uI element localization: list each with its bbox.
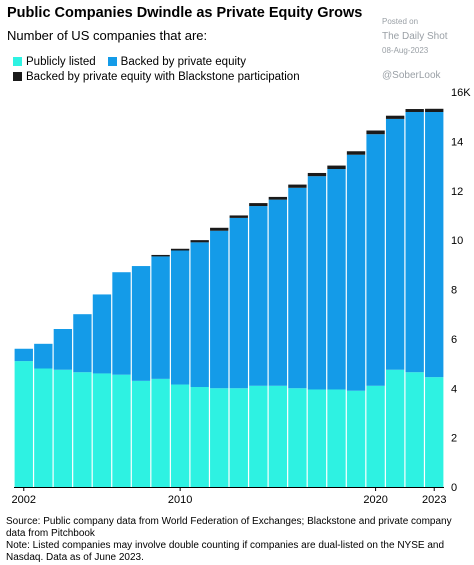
y-tick-label-2: 2 bbox=[451, 433, 457, 445]
bar-2017-series-2 bbox=[307, 172, 327, 177]
x-tick-label-2020: 2020 bbox=[363, 494, 387, 506]
footnote: Source: Public company data from World F… bbox=[6, 516, 468, 564]
bar-2004-series-1 bbox=[53, 329, 73, 370]
bar-2003-series-1 bbox=[34, 343, 53, 369]
bar-2006-series-0 bbox=[92, 373, 112, 487]
bar-2006-series-1 bbox=[92, 294, 112, 374]
bar-2022-series-0 bbox=[405, 372, 424, 487]
legend-swatch-blackstone bbox=[13, 72, 22, 81]
bar-2009-series-2 bbox=[151, 254, 170, 257]
watermark-posted: Posted on bbox=[382, 17, 419, 26]
bar-2002-series-0 bbox=[14, 361, 33, 487]
bar-2017-series-1 bbox=[307, 176, 327, 390]
bar-2020-series-2 bbox=[366, 130, 385, 135]
bar-2018-series-1 bbox=[327, 169, 346, 390]
bar-2010-series-1 bbox=[170, 250, 190, 385]
legend-item-publicly-listed: Publicly listed bbox=[13, 54, 96, 69]
chart-subtitle: Number of US companies that are: bbox=[7, 28, 208, 43]
bar-2011-series-1 bbox=[190, 242, 209, 388]
bar-2016-series-2 bbox=[288, 184, 307, 188]
bar-2012-series-1 bbox=[210, 230, 229, 389]
x-tick-label-2023: 2023 bbox=[422, 494, 446, 506]
legend-item-private-equity: Backed by private equity bbox=[107, 54, 246, 69]
bar-2021-series-2 bbox=[385, 115, 405, 119]
watermark-date: 08-Aug-2023 bbox=[382, 46, 429, 55]
y-tick-label-10: 10 bbox=[451, 235, 463, 247]
bar-2018-series-0 bbox=[327, 389, 346, 487]
watermark-handle: @SoberLook bbox=[382, 70, 441, 81]
bar-2004-series-0 bbox=[53, 369, 73, 487]
legend-label-publicly-listed: Publicly listed bbox=[26, 55, 96, 68]
bar-2019-series-0 bbox=[346, 390, 366, 487]
y-tick-label-0: 0 bbox=[451, 482, 457, 494]
bar-2003-series-0 bbox=[34, 368, 53, 487]
bar-2020-series-0 bbox=[366, 385, 385, 487]
bar-2015-series-2 bbox=[268, 196, 288, 200]
bar-2013-series-1 bbox=[229, 217, 248, 389]
bar-2012-series-0 bbox=[210, 388, 229, 487]
chart-title: Public Companies Dwindle as Private Equi… bbox=[7, 5, 363, 21]
bar-2020-series-1 bbox=[366, 134, 385, 386]
bar-2019-series-1 bbox=[346, 154, 366, 391]
bar-2002-series-1 bbox=[14, 348, 33, 362]
bar-2008-series-0 bbox=[131, 380, 151, 487]
bar-2023-series-1 bbox=[425, 112, 444, 378]
legend-swatch-private-equity bbox=[107, 57, 117, 66]
footnote-source: Source: Public company data from World F… bbox=[6, 516, 452, 539]
bar-2005-series-0 bbox=[73, 372, 92, 487]
y-tick-label-14: 14 bbox=[451, 136, 463, 148]
bar-2007-series-1 bbox=[112, 272, 131, 375]
legend-label-private-equity: Backed by private equity bbox=[120, 55, 246, 68]
bar-2022-series-2 bbox=[405, 109, 424, 112]
bar-2005-series-1 bbox=[73, 314, 92, 373]
x-tick-label-2002: 2002 bbox=[12, 494, 36, 506]
footnote-note: Note: Listed companies may involve doubl… bbox=[6, 540, 445, 563]
bar-2015-series-1 bbox=[268, 199, 288, 386]
x-tick-label-2010: 2010 bbox=[168, 494, 192, 506]
bar-2015-series-0 bbox=[268, 385, 288, 487]
y-tick-label-8: 8 bbox=[451, 285, 457, 297]
stacked-bar-chart: 2002 2010 2020 2023 0 2 4 6 8 10 12 14 16K bbox=[12, 87, 472, 506]
bar-2023-series-2 bbox=[425, 108, 444, 112]
bar-2013-series-0 bbox=[229, 388, 248, 487]
y-tick-label-16K: 16K bbox=[451, 87, 471, 99]
bar-2008-series-1 bbox=[131, 266, 151, 381]
bar-2019-series-2 bbox=[346, 151, 366, 155]
bar-2014-series-2 bbox=[249, 203, 268, 207]
bar-2016-series-0 bbox=[288, 388, 307, 487]
bar-2013-series-2 bbox=[229, 215, 248, 218]
y-tick-label-4: 4 bbox=[451, 383, 457, 395]
bar-2021-series-0 bbox=[385, 369, 405, 487]
bar-2010-series-2 bbox=[170, 248, 190, 251]
legend-label-blackstone: Backed by private equity with Blackstone… bbox=[26, 70, 300, 83]
watermark-source: The Daily Shot bbox=[382, 31, 448, 42]
bar-2011-series-0 bbox=[190, 387, 209, 487]
bar-2009-series-0 bbox=[151, 378, 170, 487]
y-tick-label-6: 6 bbox=[451, 334, 457, 346]
bar-2012-series-2 bbox=[210, 227, 229, 231]
y-tick-label-12: 12 bbox=[451, 186, 463, 198]
bar-2011-series-2 bbox=[190, 240, 209, 243]
bar-2016-series-1 bbox=[288, 187, 307, 389]
bar-2014-series-0 bbox=[249, 385, 268, 487]
bar-2014-series-1 bbox=[249, 206, 268, 386]
legend-item-blackstone: Backed by private equity with Blackstone… bbox=[13, 69, 300, 84]
bar-2022-series-1 bbox=[405, 112, 424, 373]
bar-2007-series-0 bbox=[112, 374, 131, 487]
bar-2021-series-1 bbox=[385, 118, 405, 370]
legend-swatch-publicly-listed bbox=[13, 57, 22, 66]
bar-2023-series-0 bbox=[425, 377, 444, 487]
bar-2017-series-0 bbox=[307, 389, 327, 487]
chart-legend: Publicly listed Backed by private equity… bbox=[13, 54, 300, 84]
bar-2009-series-1 bbox=[151, 256, 170, 379]
bar-2010-series-0 bbox=[170, 384, 190, 487]
bar-2018-series-2 bbox=[327, 165, 346, 170]
